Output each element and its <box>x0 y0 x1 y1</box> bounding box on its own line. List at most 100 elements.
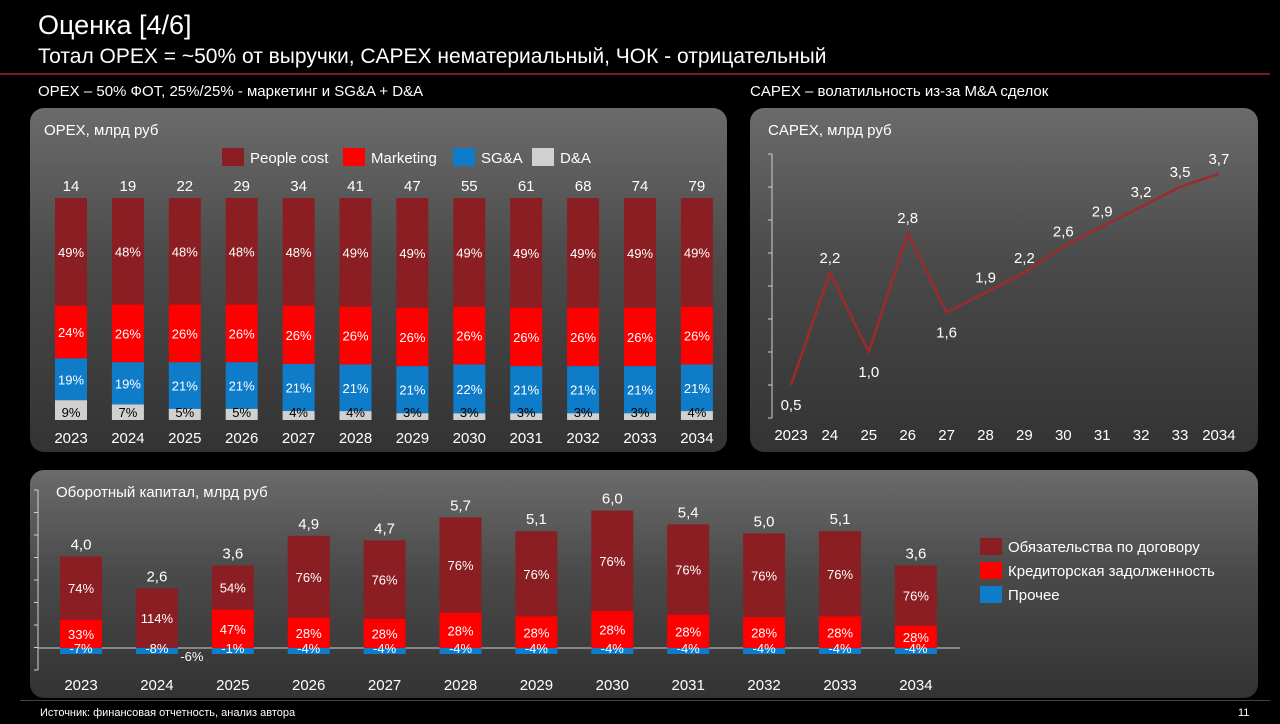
wc-segment-label: -1% <box>221 641 245 656</box>
wc-bar-segment <box>135 588 178 648</box>
wc-bar-segment <box>591 611 634 648</box>
wc-extra-label: -6% <box>180 649 204 664</box>
opex-bar-segment <box>225 362 258 409</box>
capex-x-label: 27 <box>938 427 955 444</box>
wc-total-label: 5,7 <box>450 497 471 514</box>
opex-segment-label: 22% <box>456 382 482 397</box>
wc-bar-segment <box>667 524 710 615</box>
capex-data-label: 3,2 <box>1131 184 1152 201</box>
opex-segment-label: 5% <box>232 405 251 420</box>
opex-bar-segment <box>680 198 713 307</box>
opex-segment-label: 3% <box>517 405 536 420</box>
opex-bar-segment <box>55 305 87 359</box>
opex-segment-label: 26% <box>513 330 539 345</box>
wc-legend-swatch-0 <box>980 538 1002 555</box>
opex-bar-segment <box>55 400 87 420</box>
wc-bar-segment <box>591 510 634 612</box>
opex-year-label: 2031 <box>510 430 543 447</box>
wc-total-label: 5,0 <box>754 514 775 531</box>
legend-swatch-1 <box>343 148 365 166</box>
opex-bar-segment <box>111 362 144 405</box>
wc-bar-segment <box>894 625 937 648</box>
opex-segment-label: 3% <box>403 405 422 420</box>
capex-section-heading: CAPEX – волатильность из-за M&A сделок <box>750 83 1049 100</box>
wc-legend-label-0: Обязательства по договору <box>1008 539 1200 556</box>
wc-segment-label: 47% <box>220 622 246 637</box>
wc-segment-label: 76% <box>447 558 473 573</box>
wc-total-label: 3,6 <box>905 546 926 563</box>
wc-legend-label-2: Прочее <box>1008 587 1060 604</box>
opex-segment-label: 26% <box>229 326 255 341</box>
wc-bar-segment <box>287 617 330 648</box>
capex-chart-title: CAPEX, млрд руб <box>768 122 892 139</box>
opex-bar-segment <box>453 306 486 365</box>
wc-bar-segment <box>135 648 178 654</box>
wc-year-label: 2023 <box>64 677 97 694</box>
opex-panel: OPEX, млрд руб People cost Marketing SG&A D… <box>30 108 727 452</box>
opex-total-label: 79 <box>689 178 706 195</box>
opex-segment-label: 26% <box>342 329 368 344</box>
capex-x-label: 28 <box>977 427 994 444</box>
opex-segment-label: 21% <box>399 383 425 398</box>
wc-segment-label: 28% <box>296 626 322 641</box>
capex-panel: CAPEX, млрд руб 0,5 2023 2,2 24 1,0 25 2,8 26 1,… <box>750 108 1258 452</box>
opex-bar-segment <box>680 306 713 365</box>
wc-segment-label: 28% <box>599 623 625 638</box>
wc-segment-label: -8% <box>145 641 169 656</box>
opex-total-label: 68 <box>575 178 592 195</box>
opex-segment-label: 49% <box>570 246 596 261</box>
wc-segment-label: 114% <box>141 611 174 626</box>
wc-bar-segment <box>819 531 861 617</box>
opex-year-label: 2025 <box>168 430 201 447</box>
wc-legend-label-1: Кредиторская задолженность <box>1008 563 1215 580</box>
opex-year-label: 2024 <box>111 430 144 447</box>
capex-x-label: 30 <box>1055 427 1072 444</box>
opex-bar-segment <box>282 411 315 420</box>
opex-bar-segment <box>567 307 600 367</box>
wc-bar-segment <box>211 609 254 648</box>
opex-segment-label: 4% <box>346 405 365 420</box>
capex-data-label: 2,9 <box>1092 204 1113 221</box>
opex-bar-segment <box>624 198 656 308</box>
opex-segment-label: 7% <box>119 405 138 420</box>
opex-segment-label: 21% <box>229 379 255 394</box>
opex-bar-segment <box>168 198 201 305</box>
wc-year-label: 2034 <box>899 677 932 694</box>
wc-bar-segment <box>894 648 937 654</box>
capex-data-label: 1,6 <box>936 324 957 341</box>
opex-segment-label: 48% <box>229 244 255 259</box>
opex-year-label: 2030 <box>453 430 486 447</box>
capex-series-line <box>789 172 1220 386</box>
wc-segment-label: 76% <box>372 573 398 588</box>
capex-x-label: 29 <box>1016 427 1033 444</box>
capex-x-label: 32 <box>1133 427 1150 444</box>
legend-swatch-3 <box>532 148 554 166</box>
opex-bar-segment <box>339 411 372 420</box>
wc-bar-segment <box>819 616 861 648</box>
opex-bar-segment <box>396 307 429 367</box>
opex-segment-label: 3% <box>460 405 479 420</box>
opex-bar-segment <box>396 198 429 308</box>
opex-segment-label: 26% <box>456 329 482 344</box>
opex-bar-segment <box>453 413 486 420</box>
opex-section-heading: OPEX – 50% ФОТ, 25%/25% - маркетинг и SG… <box>38 83 424 100</box>
capex-chart: 0,5 2023 2,2 24 1,0 25 2,8 26 1,6 27 1,9 28 2,2 29 2,6… <box>768 151 1236 444</box>
opex-year-label: 2029 <box>396 430 429 447</box>
opex-segment-label: 26% <box>627 330 653 345</box>
wc-legend-swatch-2 <box>980 586 1002 603</box>
wc-bar-segment <box>591 648 634 654</box>
opex-total-label: 47 <box>404 178 421 195</box>
wc-segment-label: 54% <box>220 581 246 596</box>
page-title: Оценка [4/6] <box>38 10 192 40</box>
opex-year-label: 2028 <box>339 430 372 447</box>
opex-year-label: 2034 <box>680 430 713 447</box>
opex-chart-title: OPEX, млрд руб <box>44 122 159 139</box>
opex-total-label: 14 <box>63 178 80 195</box>
capex-data-label: 3,5 <box>1170 164 1191 181</box>
opex-bar-segment <box>624 307 656 367</box>
opex-segment-label: 26% <box>172 326 198 341</box>
capex-x-label: 25 <box>860 427 877 444</box>
wc-bar-segment <box>894 565 937 626</box>
opex-total-label: 29 <box>233 178 250 195</box>
wc-segment-label: -4% <box>677 641 701 656</box>
